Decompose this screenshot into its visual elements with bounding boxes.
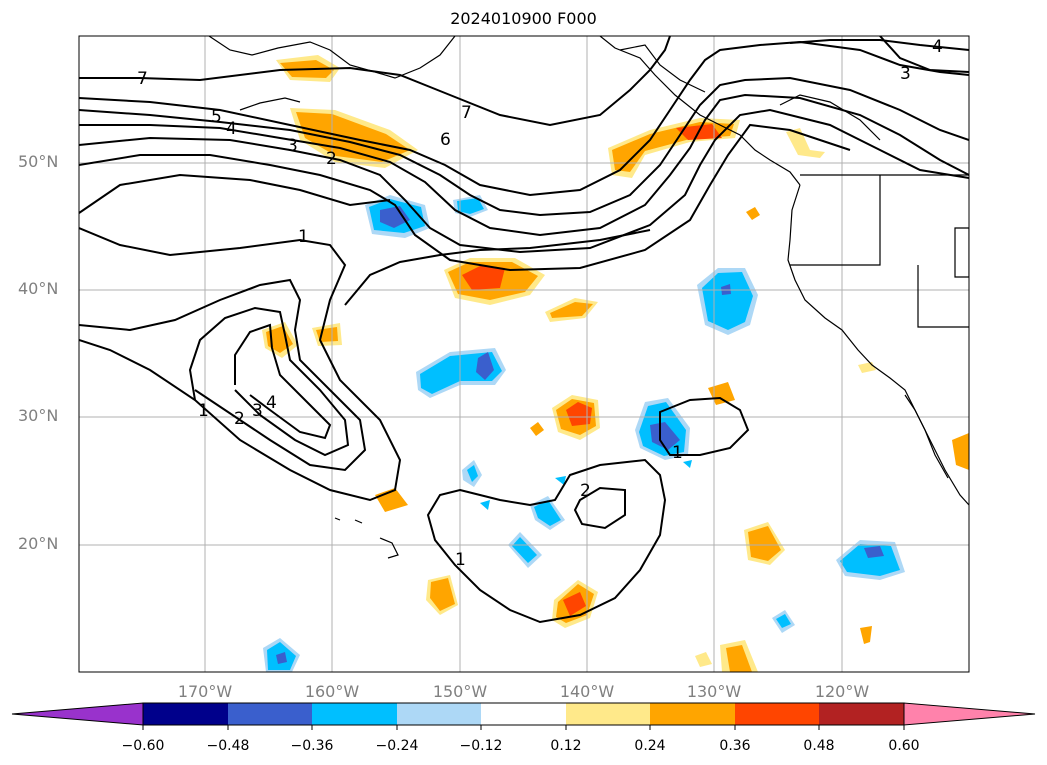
cold-patch (276, 652, 287, 664)
colorbar-bin (228, 703, 312, 725)
hot-patch (566, 402, 592, 426)
hot-patch (563, 592, 586, 616)
colorbar-bin (819, 703, 904, 725)
colorbar-bin (650, 703, 735, 725)
lon-label: 120°W (814, 682, 870, 701)
gridlines (79, 36, 969, 672)
colorbar-bin (143, 703, 228, 725)
warm-patch (726, 645, 752, 672)
contour-label: 3 (252, 401, 263, 421)
colorbar-tick-label: −0.24 (375, 738, 419, 754)
contour-label: 2 (326, 149, 337, 169)
cold-patch (864, 546, 884, 558)
warm-patch (786, 128, 825, 158)
lat-label: 50°N (18, 152, 59, 171)
cool-patch (534, 500, 561, 526)
colorbar-tick-label: −0.36 (290, 738, 334, 754)
cool-patch (555, 476, 566, 485)
cold-patch (380, 206, 410, 228)
colorbar-tick-label: 0.12 (550, 738, 582, 754)
cool-patch (776, 614, 791, 628)
colorbar-tick-label: 0.24 (634, 738, 666, 754)
colorbar-tick-label: 0.48 (803, 738, 835, 754)
colorbar-tick-label: −0.48 (206, 738, 250, 754)
colorbar (11, 702, 1036, 730)
contour-label: 1 (455, 550, 466, 570)
contour-label: 4 (226, 119, 237, 139)
lat-label: 40°N (18, 279, 59, 298)
contour-label: 7 (461, 103, 472, 123)
lon-label: 140°W (559, 682, 615, 701)
contour-label: 6 (440, 130, 451, 150)
colorbar-tick-label: −0.60 (121, 738, 165, 754)
contour-label: 2 (234, 409, 245, 429)
hot-patch (462, 265, 505, 290)
contour-label: 7 (137, 69, 148, 89)
warm-patch (952, 433, 969, 470)
warm-patch (860, 626, 872, 644)
colorbar-extend-high (903, 702, 1036, 726)
lon-label: 150°W (432, 682, 488, 701)
colorbar-bin (397, 703, 481, 725)
cold-patch (476, 352, 494, 380)
contour-label: 1 (198, 401, 209, 421)
contour-label: 4 (266, 393, 277, 413)
lon-label: 130°W (686, 682, 742, 701)
cool-patch (702, 272, 753, 330)
cool-patch (480, 500, 490, 510)
warm-patch (708, 382, 735, 405)
colorbar-bin (566, 703, 650, 725)
cool-patch (840, 544, 900, 576)
lon-label: 170°W (177, 682, 233, 701)
colorbar-tick-label: 0.36 (719, 738, 751, 754)
warm-patch (695, 652, 712, 667)
colorbar-bin (481, 703, 566, 725)
colorbar-bin (312, 703, 397, 725)
lon-label: 160°W (304, 682, 360, 701)
cool-patch (683, 460, 692, 468)
lat-label: 30°N (18, 406, 59, 425)
contour-label: 1 (672, 443, 683, 463)
warm-patch (858, 362, 876, 373)
colorbar-tick-label: 0.60 (888, 738, 920, 754)
colorbar-extend-low (11, 702, 144, 726)
warm-patch (530, 422, 544, 436)
colorbar-bin (735, 703, 819, 725)
colorbar-tick-label: −0.12 (459, 738, 503, 754)
contours (79, 36, 969, 624)
contour-label: 2 (580, 481, 591, 501)
warm-patch (748, 526, 781, 561)
contour-labels: 7 5 4 3 2 1 6 7 3 4 1 2 3 4 2 1 1 (137, 37, 943, 570)
map-title: 2024010900 F000 (450, 9, 597, 28)
cold-patch (650, 422, 680, 450)
coastlines (208, 36, 969, 559)
contour-label: 5 (211, 107, 222, 127)
contour-label: 3 (287, 136, 298, 156)
warm-patch (550, 302, 593, 318)
contour-label: 1 (298, 227, 309, 247)
lat-label: 20°N (18, 534, 59, 553)
contour-label: 3 (900, 64, 911, 84)
cool-patch (457, 198, 484, 214)
warm-patch (746, 207, 760, 220)
warm-patch (430, 578, 455, 611)
cool-patch (512, 537, 537, 563)
contour-label: 4 (932, 37, 943, 57)
cool-patch (467, 465, 478, 482)
map-frame (78, 35, 970, 673)
